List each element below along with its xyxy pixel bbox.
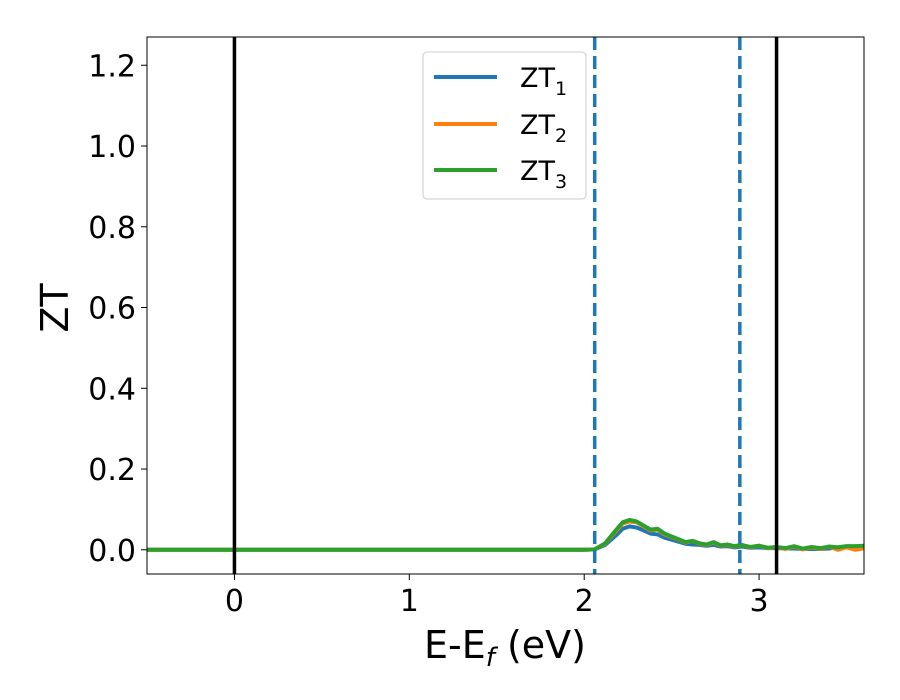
- x-tick-label: 1: [400, 584, 419, 619]
- y-tick-label: 0.6: [88, 292, 136, 327]
- legend-label-1: ZT1: [520, 63, 567, 100]
- series-line-3: [147, 517, 864, 552]
- y-axis-label: ZT: [33, 283, 77, 333]
- legend-label-3: ZT3: [520, 156, 567, 193]
- legend-label-2: ZT2: [520, 110, 567, 147]
- x-axis-label-unit: (eV): [495, 623, 586, 667]
- y-tick-label: 0.8: [88, 211, 136, 246]
- plot-layer: [147, 37, 864, 574]
- y-tick-label: 0.2: [88, 453, 136, 488]
- legend-label-1-sub: 1: [555, 78, 567, 100]
- legend: ZT1 ZT2 ZT3: [422, 51, 587, 200]
- y-tick-label: 0.0: [88, 534, 136, 569]
- legend-label-2-sub: 2: [555, 125, 567, 147]
- y-tick-label: 0.4: [88, 372, 136, 407]
- plot-frame: [146, 36, 865, 575]
- axes-frame: [146, 36, 865, 575]
- legend-label-3-sub: 3: [555, 171, 567, 193]
- y-tick-label: 1.0: [88, 130, 136, 165]
- x-tick-label: 3: [750, 584, 769, 619]
- y-tick-label: 1.2: [88, 49, 136, 84]
- x-tick-label: 0: [225, 584, 244, 619]
- x-tick-label: 2: [575, 584, 594, 619]
- x-axis-label: E-Ef (eV): [424, 623, 586, 673]
- legend-box: [422, 51, 587, 200]
- ticks-layer: 0 1 2 3 0.0 0.2 0.4 0.6 0.8 1.0 1.2: [88, 49, 768, 619]
